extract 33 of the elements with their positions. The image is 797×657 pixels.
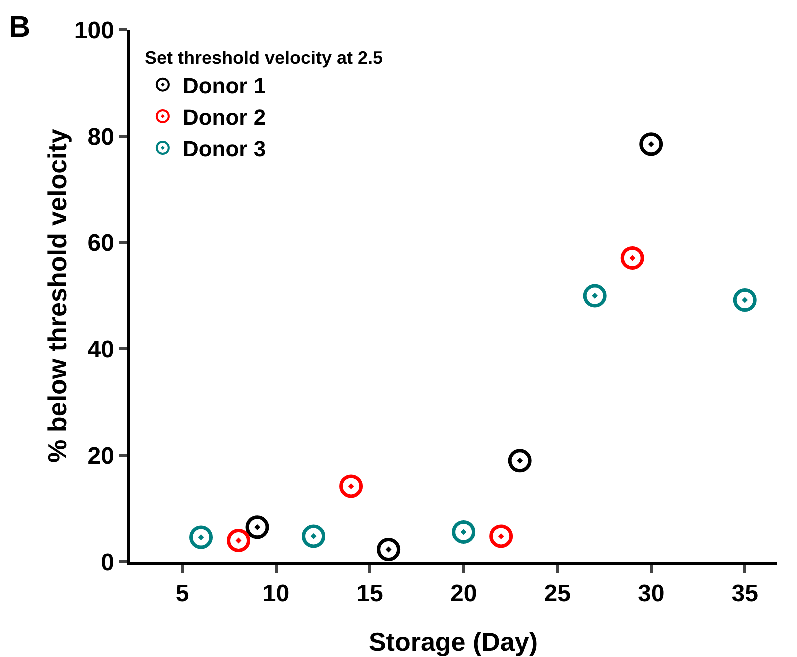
- y-tick-label: 20: [88, 443, 114, 470]
- x-tick-label: 30: [638, 580, 665, 608]
- point: [620, 246, 644, 270]
- point: [640, 132, 664, 156]
- legend-label: Donor 3: [182, 136, 266, 162]
- y-tick-label: 60: [88, 230, 114, 258]
- x-tick-label: 20: [450, 580, 478, 608]
- point: [340, 474, 364, 498]
- point: [227, 528, 251, 552]
- point: [246, 516, 270, 540]
- point: [377, 538, 401, 562]
- y-tick-label: 100: [74, 17, 114, 44]
- x-tick-label: 35: [732, 580, 758, 608]
- y-tick-label: 0: [101, 549, 114, 576]
- x-tick-label: 5: [176, 580, 190, 608]
- y-axis-title: % below threshold velocity: [42, 128, 72, 463]
- x-tick-label: 15: [356, 580, 384, 608]
- legend-title: Set threshold velocity at 2.5: [144, 48, 384, 68]
- point: [452, 520, 476, 544]
- x-tick-label: 10: [262, 580, 290, 608]
- point: [302, 524, 326, 548]
- point: [583, 284, 607, 308]
- legend-label: Donor 1: [182, 73, 266, 98]
- point: [508, 449, 532, 473]
- text: B: [9, 11, 31, 44]
- point: [190, 526, 214, 550]
- y-tick-label: 80: [88, 124, 114, 151]
- x-tick-label: 25: [544, 580, 571, 608]
- point: [733, 288, 757, 312]
- legend-label: Donor 2: [182, 105, 266, 130]
- x-axis-title: Storage (Day): [368, 627, 538, 657]
- point: [490, 524, 514, 548]
- y-tick-label: 40: [88, 336, 114, 364]
